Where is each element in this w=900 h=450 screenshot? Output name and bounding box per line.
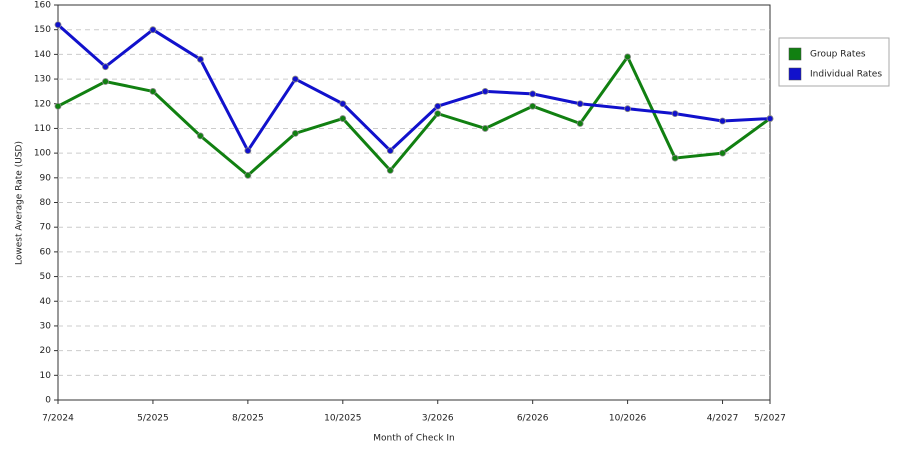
- y-axis-label: Lowest Average Rate (USD): [15, 141, 25, 265]
- legend-label: Group Rates: [810, 50, 866, 60]
- data-point: [149, 26, 157, 34]
- x-axis-label: Month of Check In: [373, 434, 455, 444]
- y-tick-label: 40: [40, 297, 52, 307]
- data-point: [244, 171, 252, 179]
- data-point: [54, 21, 62, 29]
- data-point: [102, 63, 109, 71]
- data-point: [434, 110, 442, 118]
- legend-swatch: [788, 47, 802, 61]
- data-point: [196, 132, 204, 140]
- data-point: [386, 147, 394, 155]
- data-point: [624, 105, 631, 113]
- y-tick-label: 130: [34, 75, 51, 85]
- y-tick-label: 150: [34, 25, 51, 35]
- x-tick-label: 3/2026: [422, 414, 454, 424]
- legend-swatch: [788, 67, 802, 81]
- y-tick-label: 110: [34, 124, 51, 134]
- y-tick-label: 30: [40, 321, 52, 331]
- y-tick-label: 80: [40, 198, 52, 208]
- data-point: [244, 147, 252, 155]
- data-point: [576, 100, 584, 108]
- y-tick-label: 160: [34, 1, 51, 11]
- data-point: [291, 75, 299, 83]
- x-tick-label: 7/2024: [42, 414, 74, 424]
- x-tick-label: 6/2026: [517, 414, 549, 424]
- data-point: [719, 149, 726, 157]
- data-point: [576, 120, 584, 127]
- y-tick-label: 20: [40, 346, 52, 356]
- x-tick-label: 8/2025: [232, 414, 264, 424]
- data-point: [102, 78, 109, 85]
- x-tick-label: 10/2026: [609, 414, 647, 424]
- x-tick-label: 10/2025: [324, 414, 361, 424]
- x-tick-label: 5/2027: [754, 414, 786, 424]
- data-point: [766, 115, 774, 122]
- x-tick-label: 5/2025: [137, 414, 169, 424]
- data-point: [291, 129, 299, 137]
- data-point: [386, 167, 394, 174]
- data-point: [719, 117, 726, 125]
- y-tick-label: 120: [34, 99, 51, 109]
- y-tick-label: 0: [45, 396, 51, 406]
- data-point: [339, 115, 347, 122]
- data-point: [529, 102, 537, 110]
- y-tick-label: 90: [40, 173, 52, 183]
- data-point: [54, 102, 62, 110]
- data-point: [671, 154, 679, 162]
- y-tick-label: 10: [40, 371, 52, 381]
- y-tick-label: 60: [40, 247, 52, 257]
- data-point: [671, 110, 679, 118]
- data-point: [481, 125, 489, 132]
- y-tick-label: 50: [40, 272, 52, 282]
- legend-label: Individual Rates: [810, 70, 882, 80]
- data-point: [529, 90, 537, 98]
- y-tick-label: 100: [34, 149, 51, 159]
- y-tick-label: 70: [40, 223, 52, 233]
- data-point: [624, 53, 631, 61]
- data-point: [481, 88, 489, 95]
- series-line: [57, 55, 771, 177]
- x-tick-label: 4/2027: [707, 414, 739, 424]
- data-point: [149, 88, 157, 95]
- data-point: [196, 55, 204, 63]
- series-line: [57, 23, 771, 153]
- data-point: [434, 102, 442, 110]
- y-tick-label: 140: [34, 50, 51, 60]
- data-point: [339, 100, 347, 108]
